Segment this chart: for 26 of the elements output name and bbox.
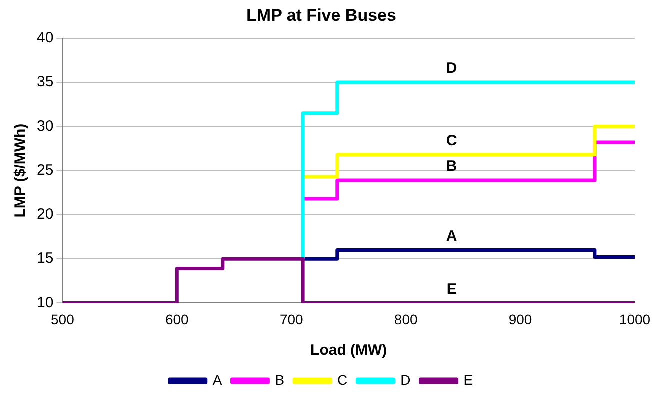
x-tick-label: 500 xyxy=(51,311,75,328)
y-tick-label: 30 xyxy=(36,118,54,135)
y-tick-label: 25 xyxy=(36,162,54,179)
text: E xyxy=(446,280,457,298)
x-tick-label: 900 xyxy=(508,311,532,328)
y-tick-label: 15 xyxy=(36,250,54,268)
y-tick-label: 40 xyxy=(36,30,54,47)
x-tick-label: 800 xyxy=(394,311,418,328)
chart-title: LMP at Five Buses xyxy=(246,6,396,25)
y-tick-label: 10 xyxy=(36,294,54,312)
legend-label: D xyxy=(400,372,411,388)
x-axis-title: Load (MW) xyxy=(310,342,388,360)
text: B xyxy=(446,158,458,176)
x-tick-label: 700 xyxy=(280,311,304,328)
x-tick-label: 1000 xyxy=(619,311,651,328)
x-tick-label: 600 xyxy=(165,311,190,328)
legend-label: E xyxy=(464,372,474,388)
text: D xyxy=(446,60,458,78)
y-tick-label: 20 xyxy=(36,206,54,224)
y-tick-label: 35 xyxy=(36,74,54,91)
legend-label: B xyxy=(275,372,285,388)
legend-label: C xyxy=(338,372,348,388)
text: C xyxy=(446,132,458,150)
legend-label: A xyxy=(212,372,223,388)
y-axis-title: LMP ($/MWh) xyxy=(12,124,30,218)
text: A xyxy=(446,228,458,245)
